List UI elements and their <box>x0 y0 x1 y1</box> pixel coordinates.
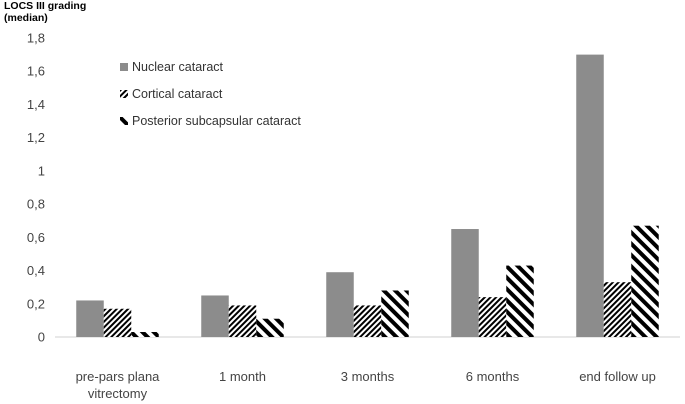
bar-cortical-cataract <box>478 297 507 337</box>
legend-label: Posterior subcapsular cataract <box>132 114 301 128</box>
legend-swatch <box>120 63 128 71</box>
y-tick-label: 1,4 <box>27 97 45 112</box>
x-tick-label: 6 months <box>466 369 520 384</box>
bar-posterior-subcapsular-cataract <box>381 290 409 337</box>
x-tick-label: end follow up <box>579 369 656 384</box>
bar-nuclear-cataract <box>326 272 354 337</box>
x-tick-label: pre-pars plana <box>76 369 161 384</box>
y-tick-label: 1,2 <box>27 130 45 145</box>
bar-nuclear-cataract <box>201 295 229 337</box>
bar-nuclear-cataract <box>451 229 479 337</box>
bar-cortical-cataract <box>228 305 257 337</box>
bar-posterior-subcapsular-cataract <box>631 225 659 337</box>
x-tick-labels: pre-pars plana vitrectomy 1 month 3 months 6… <box>76 369 656 401</box>
legend-label: Cortical cataract <box>132 87 223 101</box>
y-tick-label: 0,2 <box>27 296 45 311</box>
bar-posterior-subcapsular-cataract <box>506 265 534 337</box>
legend: Nuclear cataract Cortical cataract Posteri… <box>120 60 301 128</box>
bar-posterior-subcapsular-cataract <box>131 332 159 337</box>
x-tick-label: 3 months <box>341 369 395 384</box>
bar-nuclear-cataract <box>76 300 104 337</box>
x-tick-label: 1 month <box>219 369 266 384</box>
y-tick-label: 1,8 <box>27 31 45 46</box>
legend-swatch <box>120 117 128 125</box>
legend-swatch <box>120 90 128 98</box>
y-tick-label: 0,8 <box>27 197 45 212</box>
y-tick-label: 1 <box>38 163 45 178</box>
bar-cortical-cataract <box>103 308 132 337</box>
bar-cortical-cataract <box>353 305 382 337</box>
legend-label: Nuclear cataract <box>132 60 224 74</box>
y-tick-label: 0,4 <box>27 263 45 278</box>
y-tick-label: 0 <box>38 330 45 345</box>
x-tick-label: vitrectomy <box>88 386 148 401</box>
bar-cortical-cataract <box>603 282 632 337</box>
bars <box>76 54 659 337</box>
y-tick-label: 1,6 <box>27 64 45 79</box>
y-tick-label: 0,6 <box>27 230 45 245</box>
bar-posterior-subcapsular-cataract <box>256 318 284 337</box>
y-ticks: 0 0,2 0,4 0,6 0,8 1 1,2 1,4 1,6 1,8 <box>27 31 45 345</box>
y-axis-title: LOCS III grading (median) <box>4 0 87 24</box>
bar-nuclear-cataract <box>576 54 604 337</box>
